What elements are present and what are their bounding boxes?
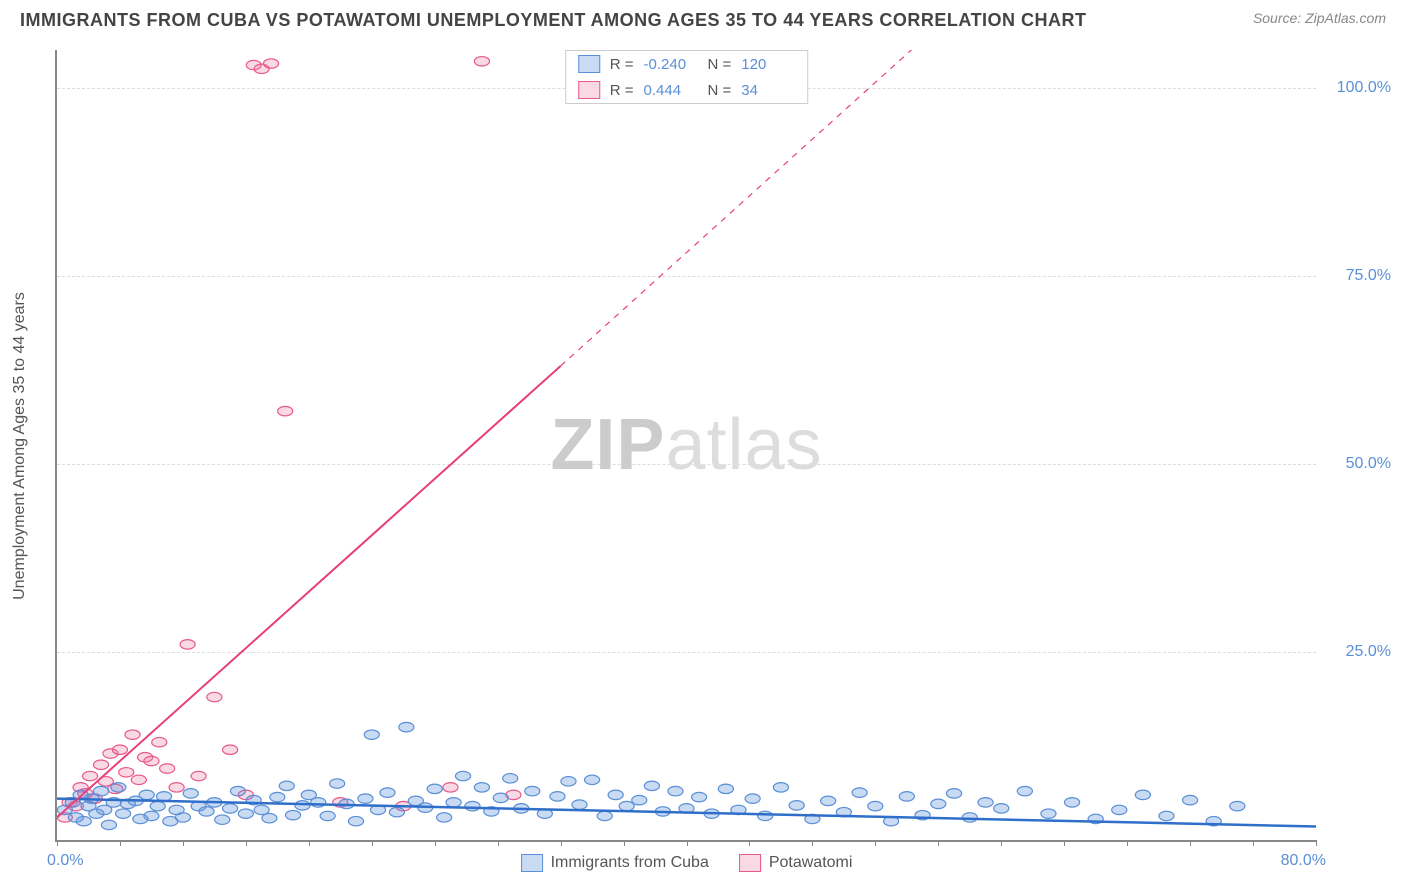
y-tick-label: 100.0% — [1337, 79, 1391, 97]
y-axis-label: Unemployment Among Ages 35 to 44 years — [11, 292, 29, 600]
y-tick-label: 25.0% — [1346, 643, 1391, 661]
x-axis-min-label: 0.0% — [47, 852, 83, 870]
series-legend: Immigrants from Cuba Potawatomi — [521, 854, 853, 872]
legend-swatch-icon — [521, 854, 543, 872]
y-tick-label: 75.0% — [1346, 267, 1391, 285]
legend-swatch-icon — [578, 81, 600, 99]
r-value: -0.240 — [644, 56, 698, 73]
x-axis-max-label: 80.0% — [1281, 852, 1326, 870]
legend-item: Potawatomi — [739, 854, 853, 872]
legend-swatch-icon — [739, 854, 761, 872]
correlation-legend: R = -0.240 N = 120 R = 0.444 N = 34 — [565, 50, 809, 104]
chart-title: IMMIGRANTS FROM CUBA VS POTAWATOMI UNEMP… — [20, 10, 1087, 31]
plot-area: ZIPatlas 25.0%50.0%75.0%100.0% R = -0.24… — [55, 50, 1316, 842]
n-value: 34 — [741, 82, 795, 99]
chart-header: IMMIGRANTS FROM CUBA VS POTAWATOMI UNEMP… — [0, 0, 1406, 36]
scatter-plot-svg — [57, 50, 1316, 840]
legend-row-series-2: R = 0.444 N = 34 — [566, 77, 808, 103]
legend-row-series-1: R = -0.240 N = 120 — [566, 51, 808, 77]
legend-label: Immigrants from Cuba — [551, 854, 709, 872]
y-tick-label: 50.0% — [1346, 455, 1391, 473]
legend-label: Potawatomi — [769, 854, 853, 872]
source-attribution: Source: ZipAtlas.com — [1253, 10, 1386, 26]
legend-item: Immigrants from Cuba — [521, 854, 709, 872]
r-value: 0.444 — [644, 82, 698, 99]
legend-swatch-icon — [578, 55, 600, 73]
n-value: 120 — [741, 56, 795, 73]
chart-container: Unemployment Among Ages 35 to 44 years Z… — [55, 50, 1316, 842]
